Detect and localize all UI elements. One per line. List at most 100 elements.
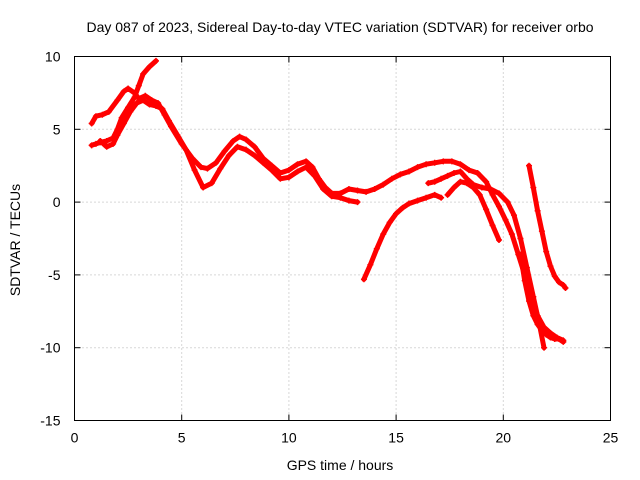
data-point [354, 187, 361, 194]
x-tick-label: 20 [496, 430, 512, 446]
x-tick-label: 0 [71, 430, 79, 446]
data-point [311, 172, 318, 179]
x-tick-label: 15 [388, 430, 404, 446]
data-point [450, 184, 457, 191]
data-point [114, 132, 121, 139]
data-point [110, 140, 117, 147]
data-point [142, 92, 149, 99]
data-point [388, 175, 395, 182]
data-point [562, 285, 569, 292]
data-point [405, 200, 412, 207]
data-point [268, 167, 275, 174]
data-point [236, 133, 243, 140]
series-line [89, 86, 566, 343]
data-point [380, 231, 387, 238]
data-point [399, 204, 406, 211]
data-point [425, 180, 432, 187]
data-point [360, 276, 367, 283]
data-point [423, 194, 430, 201]
data-point [534, 321, 541, 328]
data-point [103, 143, 110, 150]
data-point [547, 263, 554, 270]
data-point [517, 235, 524, 242]
data-point [200, 184, 207, 191]
data-series [88, 57, 569, 351]
data-point [487, 185, 494, 192]
data-point [260, 159, 267, 166]
data-point [502, 216, 509, 223]
data-point [496, 203, 503, 210]
series-track-4 [360, 191, 445, 283]
data-point [165, 117, 172, 124]
data-point [560, 338, 567, 345]
data-point [127, 108, 134, 115]
data-point [152, 103, 159, 110]
y-tick-label: -5 [48, 267, 61, 283]
data-point [496, 236, 503, 243]
data-point [217, 165, 224, 172]
data-point [483, 206, 490, 213]
data-point [397, 171, 404, 178]
x-tick-label: 10 [281, 430, 297, 446]
data-point [103, 137, 110, 144]
data-point [120, 88, 127, 95]
series-track-6 [444, 178, 503, 243]
data-point [114, 97, 121, 104]
data-point [457, 168, 464, 175]
y-tick-label: 10 [45, 49, 61, 65]
data-point [234, 143, 241, 150]
data-point [251, 143, 258, 150]
plot-frame [74, 56, 611, 421]
data-point [120, 120, 127, 127]
axis-ticks: 0 5 10 15 20 25 -15 -10 -5 0 5 10 [40, 49, 618, 446]
data-point [386, 219, 393, 226]
data-point [303, 158, 310, 165]
data-point [140, 70, 147, 77]
y-tick-label: 0 [53, 194, 61, 210]
data-point [152, 57, 159, 64]
data-point [230, 137, 237, 144]
y-tick-label: -15 [40, 413, 60, 429]
data-point [309, 164, 316, 171]
data-point [146, 63, 153, 70]
data-point [345, 185, 352, 192]
data-point [508, 231, 515, 238]
data-point [534, 207, 541, 214]
data-point [354, 199, 361, 206]
data-point [556, 279, 563, 286]
data-point [243, 136, 250, 143]
y-tick-label: -10 [40, 340, 60, 356]
data-point [367, 261, 374, 268]
data-point [277, 169, 284, 176]
data-point [530, 312, 537, 319]
series-track-2 [88, 85, 567, 344]
data-point [423, 161, 430, 168]
data-point [496, 190, 503, 197]
data-point [511, 212, 518, 219]
data-point [556, 335, 563, 342]
data-point [470, 184, 477, 191]
data-point [483, 178, 490, 185]
data-point [414, 164, 421, 171]
data-point [204, 165, 211, 172]
data-point [277, 175, 284, 182]
y-axis-label: SDTVAR / TECUs [7, 184, 23, 296]
data-point [463, 180, 470, 187]
data-point [476, 191, 483, 198]
data-point [371, 185, 378, 192]
data-point [159, 105, 166, 112]
data-point [88, 120, 95, 127]
series-line [97, 97, 360, 205]
data-point [393, 210, 400, 217]
data-point [448, 158, 455, 165]
data-point [251, 152, 258, 159]
data-point [131, 89, 138, 96]
data-point [380, 181, 387, 188]
data-point [438, 194, 445, 201]
data-point [526, 298, 533, 305]
data-point [99, 111, 106, 118]
data-point [337, 194, 344, 201]
chart-title: Day 087 of 2023, Sidereal Day-to-day VTE… [86, 19, 593, 35]
data-point [444, 191, 451, 198]
